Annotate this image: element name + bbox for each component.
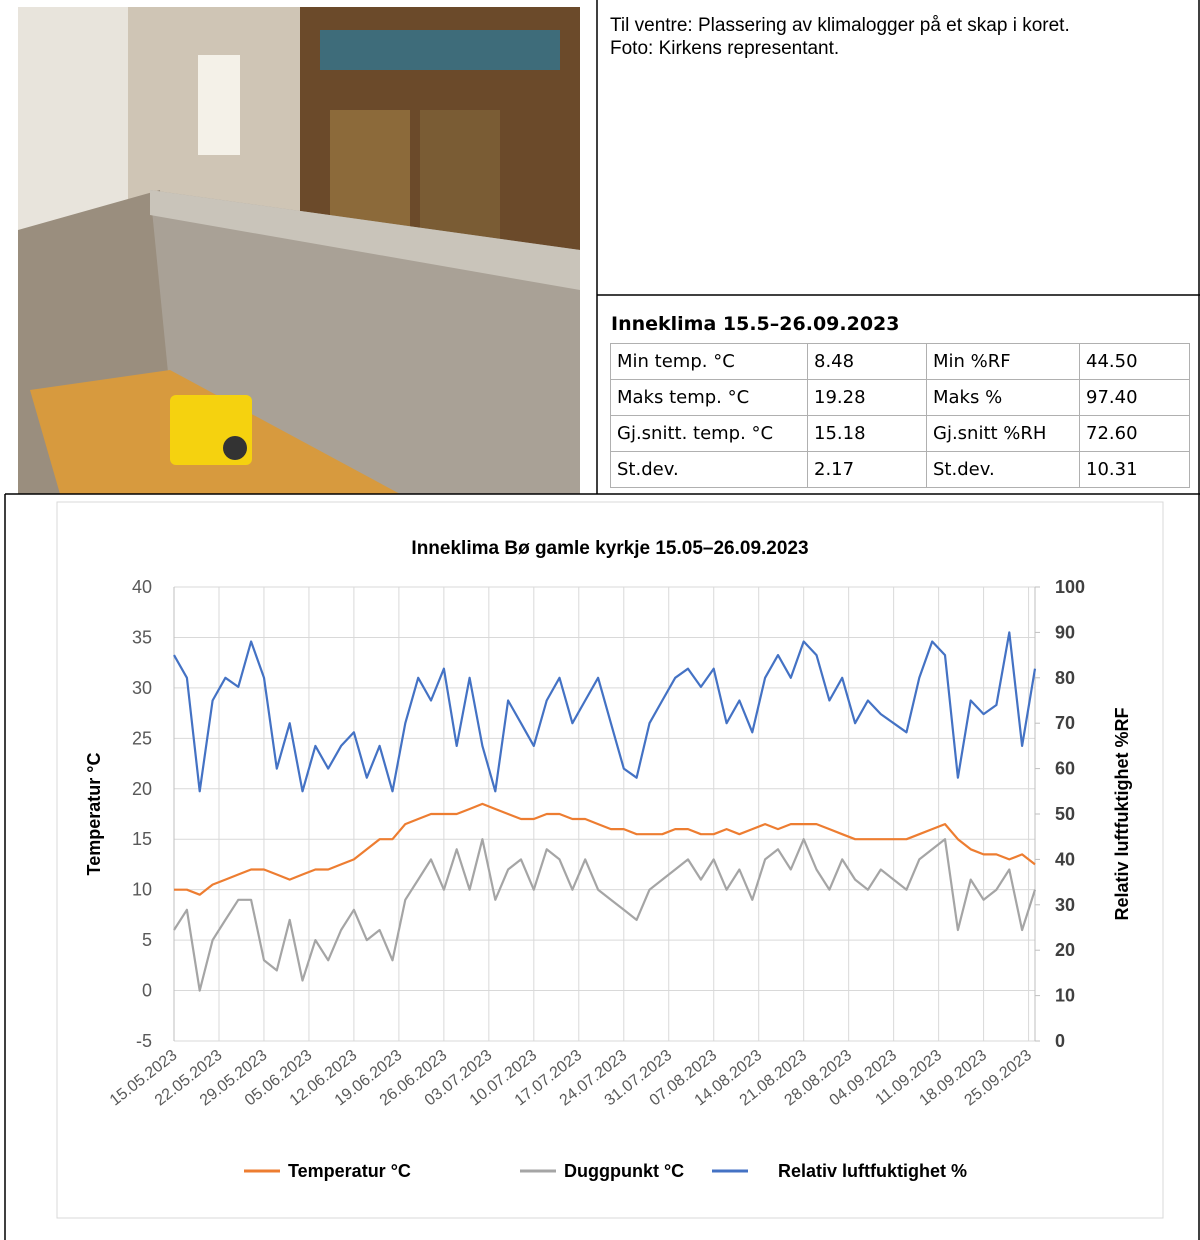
table-cell: 44.50 bbox=[1080, 344, 1190, 380]
y-tick-label: 30 bbox=[132, 678, 152, 698]
table-title: Inneklima 15.5–26.09.2023 bbox=[611, 313, 899, 335]
y2-tick-label: 70 bbox=[1055, 713, 1075, 733]
y2-tick-label: 40 bbox=[1055, 849, 1075, 869]
photo bbox=[18, 7, 580, 494]
page: Inneklima Bø gamle kyrkje 15.05–26.09.20… bbox=[0, 0, 1200, 1240]
table-cell: Min temp. °C bbox=[611, 344, 808, 380]
y-tick-label: 15 bbox=[132, 829, 152, 849]
y-tick-label: 0 bbox=[142, 981, 152, 1001]
y2-tick-label: 80 bbox=[1055, 668, 1075, 688]
table-cell: Maks % bbox=[927, 380, 1080, 416]
table-cell: Min %RF bbox=[927, 344, 1080, 380]
y2-axis-label: Relativ luftfuktighet %RF bbox=[1112, 707, 1132, 920]
chart-frame bbox=[57, 502, 1163, 1218]
y-tick-label: 25 bbox=[132, 728, 152, 748]
table-cell: Gj.snitt. temp. °C bbox=[611, 416, 808, 452]
caption-line: Til ventre: Plassering av klimalogger på… bbox=[610, 14, 1070, 37]
table-cell: 72.60 bbox=[1080, 416, 1190, 452]
y2-tick-label: 60 bbox=[1055, 759, 1075, 779]
y-tick-label: 10 bbox=[132, 880, 152, 900]
chart-title: Inneklima Bø gamle kyrkje 15.05–26.09.20… bbox=[411, 538, 808, 559]
table-cell: Maks temp. °C bbox=[611, 380, 808, 416]
y-tick-label: 20 bbox=[132, 779, 152, 799]
y-tick-label: 35 bbox=[132, 627, 152, 647]
legend-label: Relativ luftfuktighet % bbox=[778, 1161, 967, 1181]
y2-tick-label: 100 bbox=[1055, 577, 1085, 597]
y-axis-label: Temperatur °C bbox=[84, 753, 104, 876]
legend-label: Temperatur °C bbox=[288, 1161, 411, 1181]
table-cell: 97.40 bbox=[1080, 380, 1190, 416]
caption: Til ventre: Plassering av klimalogger på… bbox=[610, 14, 1070, 60]
table-cell: Gj.snitt %RH bbox=[927, 416, 1080, 452]
table-cell: 8.48 bbox=[808, 344, 927, 380]
y2-tick-label: 20 bbox=[1055, 940, 1075, 960]
y2-tick-label: 10 bbox=[1055, 986, 1075, 1006]
y-tick-label: 5 bbox=[142, 930, 152, 950]
y-tick-label: 40 bbox=[132, 577, 152, 597]
table-cell: 10.31 bbox=[1080, 452, 1190, 488]
y2-tick-label: 0 bbox=[1055, 1031, 1065, 1051]
layout: Inneklima Bø gamle kyrkje 15.05–26.09.20… bbox=[0, 0, 1200, 1240]
caption-line: Foto: Kirkens representant. bbox=[610, 37, 1070, 60]
y2-tick-label: 30 bbox=[1055, 895, 1075, 915]
y2-tick-label: 90 bbox=[1055, 622, 1075, 642]
table-cell: 15.18 bbox=[808, 416, 927, 452]
table-cell: St.dev. bbox=[927, 452, 1080, 488]
table-cell: 2.17 bbox=[808, 452, 927, 488]
legend-label: Duggpunkt °C bbox=[564, 1161, 684, 1181]
table-cell: 19.28 bbox=[808, 380, 927, 416]
table-cell: St.dev. bbox=[611, 452, 808, 488]
y2-tick-label: 50 bbox=[1055, 804, 1075, 824]
y-tick-label: -5 bbox=[136, 1031, 152, 1051]
